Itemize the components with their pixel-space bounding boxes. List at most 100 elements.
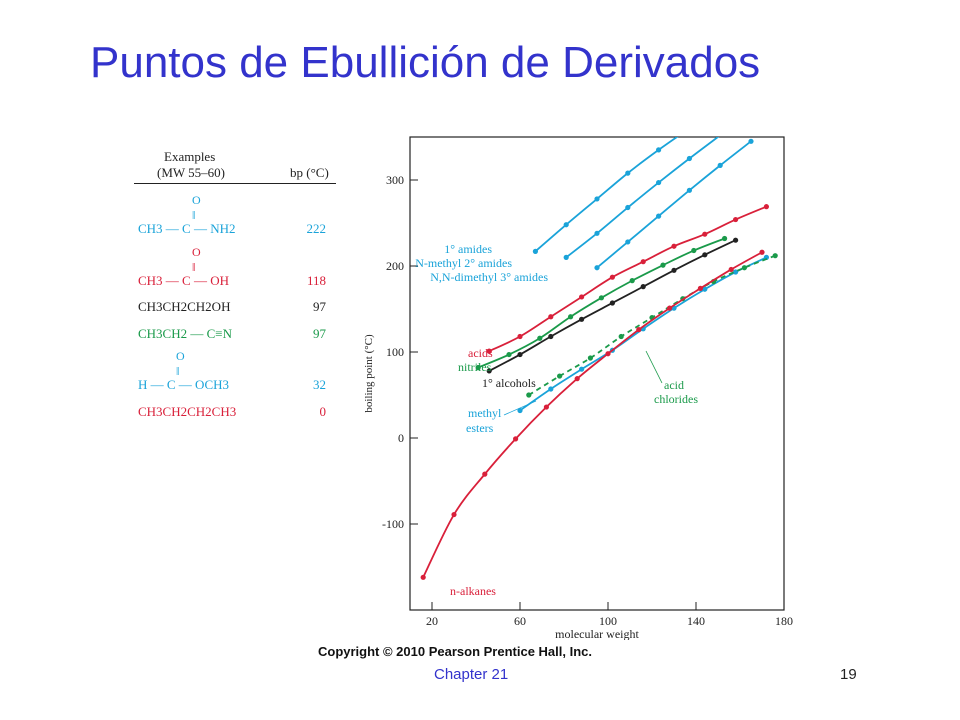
chapter-label: Chapter 21 bbox=[434, 666, 509, 683]
data-point bbox=[702, 231, 708, 237]
data-point bbox=[568, 314, 574, 320]
data-point bbox=[671, 267, 677, 273]
table-row: CH3 — C — OH 118 bbox=[138, 273, 338, 289]
data-point bbox=[517, 351, 523, 358]
data-point bbox=[598, 295, 604, 301]
data-point bbox=[702, 252, 708, 258]
series-line-4 bbox=[477, 237, 725, 369]
series-annotation: acid bbox=[664, 378, 684, 392]
table-formula: CH3 — C — NH2 bbox=[138, 221, 236, 236]
data-point bbox=[537, 335, 543, 341]
data-point bbox=[691, 247, 697, 254]
copyright-notice: Copyright © 2010 Pearson Prentice Hall, … bbox=[318, 644, 593, 659]
data-point bbox=[741, 265, 747, 271]
series-annotation: methyl bbox=[468, 406, 502, 420]
data-point bbox=[526, 392, 532, 398]
data-point bbox=[579, 294, 585, 300]
data-point bbox=[486, 348, 492, 354]
table-rule bbox=[134, 183, 336, 184]
data-point bbox=[548, 386, 554, 392]
carbonyl-oxygen-icon: O ‖ bbox=[176, 349, 185, 378]
table-formula: CH3CH2CH2CH3 bbox=[138, 404, 237, 419]
data-point bbox=[506, 351, 512, 358]
carbonyl-oxygen-icon: O ‖ bbox=[192, 193, 201, 222]
table-formula: CH3CH2CH2OH bbox=[138, 299, 231, 314]
data-point bbox=[594, 196, 600, 202]
series-line-7 bbox=[528, 254, 776, 396]
data-point bbox=[625, 170, 631, 176]
data-point bbox=[748, 138, 754, 144]
slide-title: Puntos de Ebullición de Derivados bbox=[90, 38, 761, 87]
data-point bbox=[579, 316, 585, 322]
series-annotation: N,N-dimethyl 3° amides bbox=[430, 270, 548, 284]
table-row: CH3CH2CH2CH3 0 bbox=[138, 404, 338, 420]
data-point bbox=[548, 314, 554, 320]
table-formula: H — C — OCH3 bbox=[138, 377, 230, 392]
y-tick-label: 100 bbox=[386, 345, 404, 359]
data-point bbox=[656, 179, 662, 186]
data-point bbox=[640, 284, 646, 290]
x-tick-label: 140 bbox=[687, 614, 705, 628]
carbonyl-oxygen-icon: O ‖ bbox=[192, 245, 201, 274]
data-point bbox=[548, 333, 554, 340]
y-tick-label: 200 bbox=[386, 259, 404, 273]
data-point bbox=[517, 333, 523, 340]
data-point bbox=[733, 216, 739, 223]
series-line-0 bbox=[534, 137, 679, 253]
x-tick-label: 20 bbox=[426, 614, 438, 628]
series-annotation: esters bbox=[466, 421, 494, 435]
data-point bbox=[686, 155, 692, 162]
data-point bbox=[625, 239, 631, 245]
data-point bbox=[475, 364, 481, 371]
series-annotation: 1° amides bbox=[444, 242, 492, 256]
table-row: H — C — OCH3 32 bbox=[138, 377, 338, 393]
data-point bbox=[587, 355, 593, 361]
data-point bbox=[594, 265, 600, 271]
table-bp: 32 bbox=[313, 377, 326, 392]
x-tick-label: 100 bbox=[599, 614, 617, 628]
leader-line bbox=[503, 400, 537, 416]
data-point bbox=[671, 243, 677, 249]
x-tick-label: 180 bbox=[775, 614, 793, 628]
data-point bbox=[722, 235, 728, 242]
x-axis-label: molecular weight bbox=[555, 627, 639, 640]
series-annotation: nitriles bbox=[458, 360, 492, 374]
series-line-1 bbox=[565, 137, 720, 259]
data-point bbox=[609, 274, 615, 280]
data-point bbox=[733, 237, 739, 243]
table-formula: CH3CH2 — C≡N bbox=[138, 326, 233, 341]
figure-panel: Examples (MW 55–60) bp (°C) O ‖ CH3 — C —… bbox=[132, 135, 794, 660]
examples-header: Examples bbox=[164, 149, 216, 164]
data-point bbox=[451, 511, 457, 518]
plot-frame bbox=[409, 136, 785, 611]
data-point bbox=[640, 259, 646, 265]
data-point bbox=[686, 187, 692, 193]
data-point bbox=[594, 230, 600, 236]
series-line-3 bbox=[488, 205, 767, 352]
data-point bbox=[618, 333, 624, 340]
data-point bbox=[717, 162, 723, 168]
data-point bbox=[486, 368, 492, 374]
table-bp: 118 bbox=[306, 273, 326, 288]
series-annotation: chlorides bbox=[654, 392, 698, 406]
data-point bbox=[660, 262, 666, 268]
table-row: CH3 — C — NH2 222 bbox=[138, 221, 338, 237]
series-annotation: acids bbox=[468, 346, 493, 360]
page-number: 19 bbox=[840, 666, 857, 683]
table-bp: 97 bbox=[313, 326, 326, 341]
table-bp: 0 bbox=[319, 404, 327, 419]
data-point bbox=[702, 286, 708, 292]
data-point bbox=[772, 253, 778, 259]
data-point bbox=[482, 471, 488, 477]
data-point bbox=[513, 436, 519, 442]
series-annotation: 1° alcohols bbox=[482, 376, 536, 390]
data-point bbox=[656, 147, 662, 153]
x-tick-label: 60 bbox=[514, 614, 526, 628]
data-point bbox=[667, 305, 673, 311]
data-point bbox=[543, 404, 549, 410]
table-row: CH3CH2CH2OH 97 bbox=[138, 299, 338, 315]
y-tick-label: -100 bbox=[382, 517, 404, 531]
y-axis-label: boiling point (°C) bbox=[364, 334, 375, 413]
data-point bbox=[625, 204, 631, 211]
data-point bbox=[563, 222, 569, 228]
